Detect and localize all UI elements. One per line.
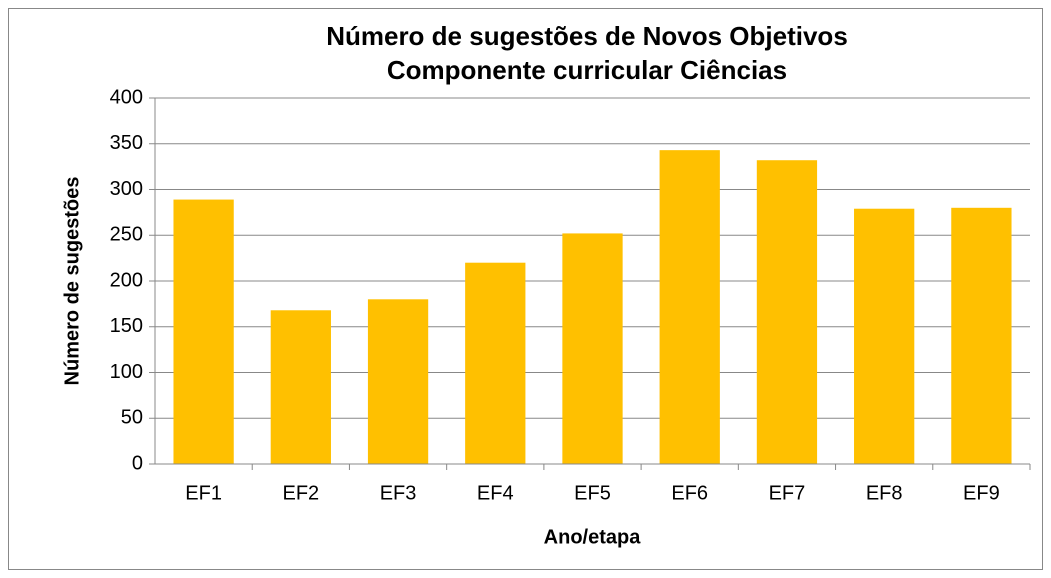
bar <box>659 150 720 464</box>
x-tick-label: EF5 <box>574 482 611 504</box>
y-tick-label: 0 <box>132 452 143 474</box>
x-tick-label: EF2 <box>282 482 319 504</box>
bar <box>465 262 526 464</box>
y-tick-label: 400 <box>110 86 143 108</box>
bar <box>562 233 623 464</box>
y-tick-label: 150 <box>110 315 143 337</box>
y-tick-label: 250 <box>110 224 143 246</box>
x-tick-label: EF3 <box>380 482 417 504</box>
y-tick-label: 300 <box>110 178 143 200</box>
y-tick-label: 50 <box>121 407 143 429</box>
x-tick-label: EF7 <box>769 482 806 504</box>
x-tick-label: EF4 <box>477 482 514 504</box>
y-tick-label: 200 <box>110 269 143 291</box>
bar <box>854 208 915 464</box>
x-tick-label: EF1 <box>185 482 222 504</box>
bar <box>173 199 234 464</box>
chart-title: Número de sugestões de Novos Objetivos <box>326 21 848 51</box>
x-tick-label: EF8 <box>866 482 903 504</box>
y-axis-title: Número de sugestões <box>61 177 83 386</box>
bar <box>951 207 1012 465</box>
chart-title: Componente curricular Ciências <box>387 55 787 85</box>
bar <box>367 299 429 464</box>
bar <box>756 160 818 464</box>
x-tick-label: EF9 <box>963 482 1000 504</box>
y-tick-label: 350 <box>110 132 143 154</box>
x-tick-label: EF6 <box>671 482 708 504</box>
y-tick-label: 100 <box>110 361 143 383</box>
x-axis-title: Ano/etapa <box>544 526 642 548</box>
bar <box>270 310 331 464</box>
